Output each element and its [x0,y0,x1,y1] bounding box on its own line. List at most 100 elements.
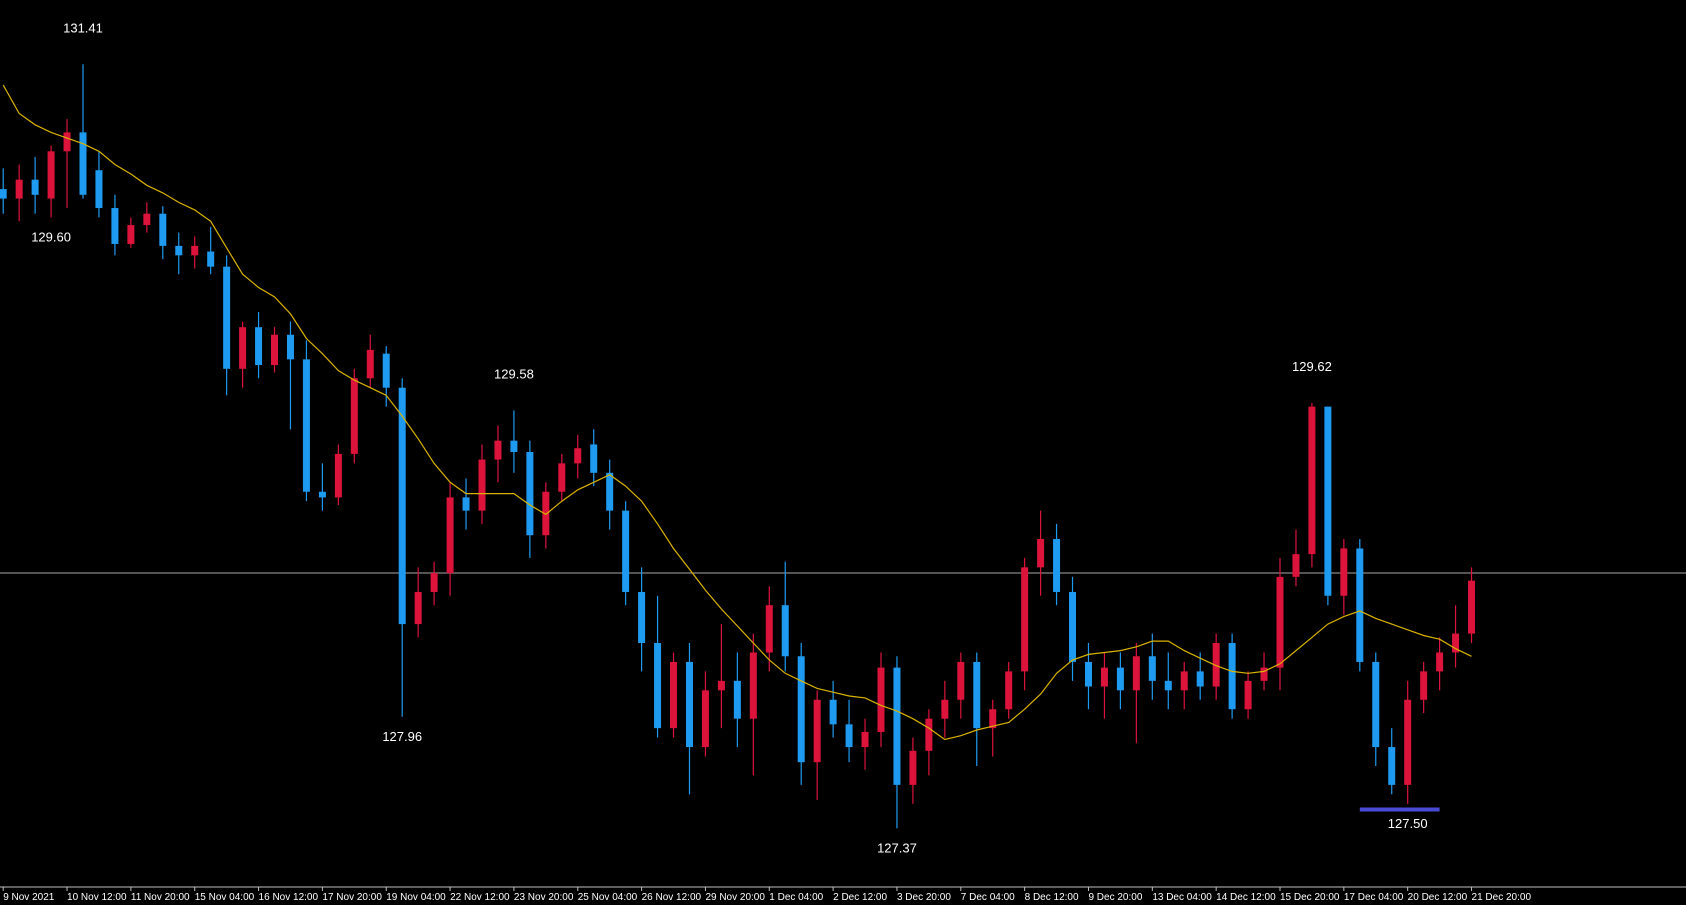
x-tick-label: 11 Nov 20:00 [131,892,190,903]
candle-body [1244,680,1252,710]
x-tick-label: 29 Nov 20:00 [705,892,765,903]
x-tick-label: 23 Nov 20:00 [514,892,574,903]
candle-body [1468,580,1476,634]
candle-body [654,643,662,729]
candle-body [606,472,614,511]
candle-body [1340,548,1348,596]
price-annotation: 131.41 [63,20,103,35]
candle-body [510,440,518,453]
candle-body [31,179,39,195]
price-annotation: 127.37 [877,840,917,855]
candle-body [749,652,757,719]
candle-body [1196,671,1204,687]
candle-body [1132,656,1140,691]
candle-body [1005,671,1013,710]
candle-body [382,353,390,388]
x-tick-label: 22 Nov 12:00 [450,892,510,903]
candle-body [462,497,470,511]
x-tick-label: 1 Dec 04:00 [769,892,823,903]
candle-body [15,179,23,199]
candle-body [1069,591,1077,662]
candle-body [1356,548,1364,662]
candle-body [63,132,71,152]
x-tick-label: 14 Dec 12:00 [1216,892,1276,903]
x-tick-label: 25 Nov 04:00 [578,892,638,903]
candle-body [1180,671,1188,691]
candle-body [1164,680,1172,691]
candle-body [909,750,917,785]
candle-body [941,699,949,719]
x-tick-label: 26 Nov 12:00 [642,892,702,903]
candle-body [797,656,805,763]
candle-body [478,459,486,511]
candle-body [1372,661,1380,748]
price-annotation: 129.58 [494,366,534,381]
candle-body [1116,667,1124,691]
candle-body [79,132,87,195]
candle-body [271,334,279,366]
candle-body [1452,633,1460,653]
candle-body [207,251,215,267]
price-annotation: 129.62 [1292,359,1332,374]
candle-body [973,661,981,729]
candle-body [350,378,358,454]
candle-body [685,661,693,748]
candle-body [175,245,183,256]
candle-body [255,327,263,366]
candle-body [1148,656,1156,681]
candle-body [1388,747,1396,785]
x-tick-label: 16 Nov 12:00 [259,892,319,903]
x-tick-label: 13 Dec 04:00 [1152,892,1212,903]
candle-body [143,213,151,226]
candle-body [813,699,821,763]
candle-body [1292,554,1300,577]
x-tick-label: 21 Dec 20:00 [1472,892,1532,903]
candle-body [590,444,598,473]
candle-body [701,690,709,748]
candle-body [446,497,454,574]
x-tick-label: 17 Dec 04:00 [1344,892,1404,903]
x-tick-label: 15 Dec 20:00 [1280,892,1340,903]
candle-body [1420,671,1428,700]
x-tick-label: 2 Dec 12:00 [833,892,887,903]
x-tick-label: 3 Dec 20:00 [897,892,951,903]
candle-body [861,731,869,748]
candle-body [558,463,566,492]
candle-body [1084,661,1092,687]
candle-body [925,718,933,751]
moving-average [2,84,1472,741]
candle-body [1404,699,1412,785]
candle-body [845,724,853,748]
candle-body [1212,643,1220,687]
x-tick-label: 9 Dec 20:00 [1088,892,1142,903]
candle-body [638,591,646,644]
candle-body [127,225,135,244]
candle-body [223,266,231,369]
candle-body [526,452,534,536]
x-tick-label: 10 Nov 12:00 [67,892,127,903]
candle-body [1276,576,1284,668]
candle-body [1436,652,1444,672]
candle-body [781,605,789,657]
candle-body [1228,643,1236,710]
candle-body [95,170,103,209]
candle-body [302,359,310,492]
candle-body [47,151,55,199]
candle-body [1053,539,1061,592]
candle-body [318,491,326,498]
candle-body [1021,567,1029,672]
candle-body [989,709,997,729]
x-tick-label: 19 Nov 04:00 [386,892,446,903]
candle-body [191,245,199,256]
candle-body [670,661,678,729]
candle-body [334,453,342,498]
candle-body [1100,667,1108,687]
candle-body [622,510,630,592]
candle-body [1324,406,1332,596]
candle-body [877,667,885,732]
candle-body [765,605,773,653]
candle-body [1260,667,1268,681]
price-annotation: 129.60 [31,229,71,244]
x-tick-label: 17 Nov 20:00 [322,892,382,903]
candle-body [1308,406,1316,555]
